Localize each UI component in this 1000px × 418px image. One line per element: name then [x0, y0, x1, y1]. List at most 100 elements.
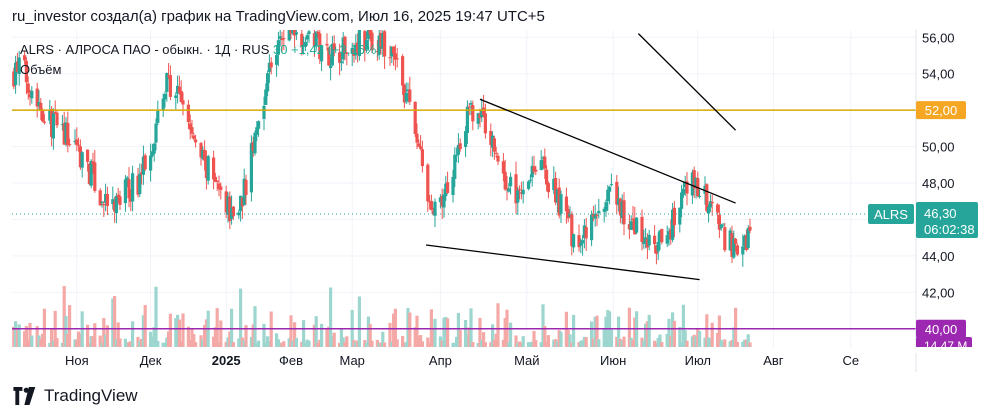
price-change: 30 +1,42 (+3,16%)	[273, 42, 381, 57]
candle-body	[343, 36, 347, 54]
volume-bar	[631, 339, 635, 347]
volume-bar	[305, 339, 309, 347]
candle-body	[671, 209, 675, 240]
candle-body	[302, 45, 306, 47]
candle-body	[356, 42, 360, 55]
candle-body	[111, 199, 115, 205]
symbol-tag-box	[868, 204, 914, 225]
volume-bar	[683, 330, 687, 347]
volume-bar	[388, 322, 392, 347]
volume-bar	[428, 342, 432, 347]
symbol-legend[interactable]: ALRS · АЛРОСА ПАО - обыкн. · 1Д · RUS 30…	[20, 42, 381, 57]
volume-bar	[114, 338, 118, 347]
grid	[12, 30, 916, 347]
candle-body	[48, 109, 52, 121]
volume-bar	[62, 286, 66, 347]
plot-bottom-mask	[0, 347, 1000, 353]
time-tick-label: Авг	[763, 353, 784, 368]
candle-body	[654, 245, 658, 254]
volume-label[interactable]: Объём	[20, 62, 62, 77]
candle-body	[690, 172, 694, 196]
candle-body	[64, 122, 68, 144]
volume-bar	[694, 336, 698, 347]
price-tick-label: 56,00	[922, 30, 955, 45]
volume-bar	[73, 339, 77, 347]
footer[interactable]: TradingView	[12, 386, 138, 406]
volume-bar	[199, 335, 203, 347]
volume-bar	[721, 341, 725, 347]
volume-bar	[91, 336, 95, 347]
candle-body	[80, 152, 84, 168]
volume-bar	[617, 316, 621, 347]
trendline-upper	[479, 98, 736, 204]
volume-bar	[419, 335, 423, 347]
candle-body	[471, 105, 475, 122]
volume-bar	[453, 342, 457, 347]
volume-bar	[215, 308, 219, 347]
candle-body	[231, 206, 235, 217]
candle-body	[217, 183, 221, 190]
volume-bar	[404, 342, 408, 347]
candle-body	[55, 112, 59, 126]
candle-body	[532, 166, 536, 172]
time-tick-label: Апр	[429, 353, 452, 368]
volume-bar	[212, 336, 216, 347]
candle-body	[647, 234, 651, 246]
candle-body	[150, 151, 154, 156]
volume-bar	[653, 340, 657, 347]
volume-bar	[131, 321, 135, 347]
time-tick-label: Июл	[685, 353, 711, 368]
candle-body	[192, 135, 196, 139]
candle-body	[728, 230, 732, 251]
candle-body	[572, 234, 576, 248]
candle-body	[604, 202, 608, 212]
volume-bar	[161, 342, 165, 347]
candle-body	[543, 156, 547, 169]
volume-bar	[104, 334, 108, 347]
volume-bar	[590, 321, 594, 347]
candle-body	[228, 196, 232, 221]
candle-body	[656, 242, 660, 252]
volume-bar	[381, 331, 385, 347]
volume-bar	[392, 313, 396, 347]
candle-body	[127, 179, 131, 199]
candle-body	[15, 61, 19, 72]
candle-body	[455, 154, 459, 156]
volume-bar	[150, 336, 154, 347]
candle-body	[721, 224, 725, 226]
candle-body	[12, 71, 16, 87]
volume-bar	[609, 329, 613, 347]
candle-body	[555, 189, 559, 203]
candle-body	[339, 61, 343, 64]
price-chart[interactable]: 42,0044,0046,0048,0050,0052,0054,0056,00…	[0, 30, 1000, 372]
candle-body	[199, 143, 203, 158]
volume-bar	[113, 296, 117, 347]
candle-body	[287, 30, 291, 41]
volume-bar	[375, 339, 379, 347]
volume-bar	[527, 342, 531, 347]
trendlines	[425, 33, 737, 281]
candle-body	[365, 39, 369, 50]
candle-body	[631, 218, 635, 221]
volume-bar	[50, 328, 54, 347]
volume-bar	[168, 313, 172, 347]
volume-bar	[420, 341, 424, 347]
candle-body	[530, 165, 534, 178]
volume-bar	[476, 342, 480, 347]
volume-bar	[365, 342, 369, 347]
candle-body	[402, 84, 406, 103]
candle-body	[190, 127, 194, 134]
candle-body	[73, 140, 77, 143]
symbol-line: ALRS · АЛРОСА ПАО - обыкн. · 1Д · RUS	[20, 42, 270, 57]
volume-bar	[156, 341, 160, 347]
candle-body	[131, 173, 135, 202]
candle-body	[534, 169, 538, 172]
candle-body	[428, 201, 432, 203]
candle-body	[249, 143, 253, 193]
candle-body	[212, 157, 216, 180]
volume-bar	[143, 304, 147, 347]
candle-body	[39, 102, 43, 110]
price-tick-label: 54,00	[922, 67, 955, 82]
volume-bar	[116, 322, 120, 347]
